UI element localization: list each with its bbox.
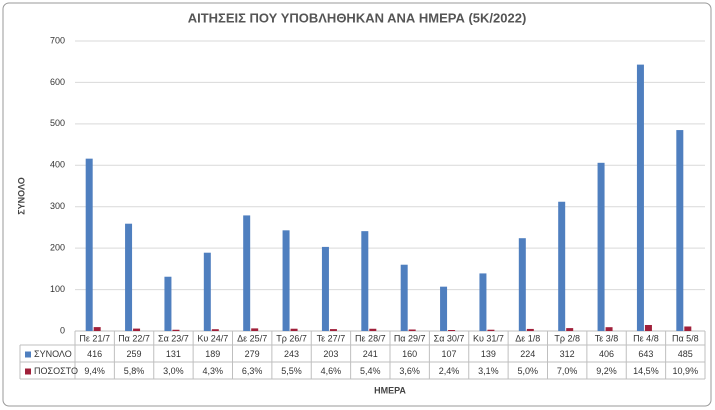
x-tick-label: Κυ 24/7 xyxy=(197,333,228,343)
table-value: 243 xyxy=(284,349,299,359)
bar xyxy=(684,326,692,331)
y-tick-label: 500 xyxy=(50,118,65,128)
table-value: 6,3% xyxy=(242,366,263,376)
legend-label: ΣΥΝΟΛΟ xyxy=(34,349,72,359)
bar xyxy=(361,231,369,331)
legend-key xyxy=(25,368,31,375)
bar xyxy=(85,158,93,331)
x-tick-label: Κυ 31/7 xyxy=(473,333,504,343)
table-value: 139 xyxy=(481,349,496,359)
y-tick-label: 700 xyxy=(50,35,65,45)
x-tick-label: Πα 29/7 xyxy=(394,333,426,343)
table-value: 107 xyxy=(442,349,457,359)
bar xyxy=(290,328,298,331)
bar xyxy=(203,252,211,331)
y-tick-label: 400 xyxy=(50,160,65,170)
table-value: 312 xyxy=(560,349,575,359)
table-value: 4,6% xyxy=(321,366,342,376)
x-tick-label: Τε 27/7 xyxy=(317,333,346,343)
x-tick-label: Πε 28/7 xyxy=(355,333,386,343)
table-value: 259 xyxy=(127,349,142,359)
bar xyxy=(448,330,456,331)
table-value: 10,9% xyxy=(673,366,699,376)
x-tick-label: Τε 3/8 xyxy=(595,333,619,343)
table-value: 189 xyxy=(205,349,220,359)
bar xyxy=(479,273,487,331)
bar xyxy=(526,328,534,331)
bar xyxy=(566,328,574,331)
bar xyxy=(282,230,290,331)
x-tick-label: Τρ 2/8 xyxy=(554,333,580,343)
x-axis-label: ΗΜΕΡΑ xyxy=(374,385,406,395)
table-value: 9,4% xyxy=(84,366,105,376)
table-value: 4,3% xyxy=(203,366,224,376)
bar xyxy=(329,329,337,331)
bar xyxy=(93,327,101,331)
y-tick-label: 300 xyxy=(50,201,65,211)
table-value: 131 xyxy=(166,349,181,359)
table-value: 241 xyxy=(363,349,378,359)
legend-label: ΠΟΣΟΣΤΟ xyxy=(34,366,78,376)
y-tick-label: 0 xyxy=(60,325,65,335)
table-value: 5,4% xyxy=(360,366,381,376)
x-tick-label: Πε 4/8 xyxy=(633,333,659,343)
table-value: 7,0% xyxy=(557,366,578,376)
x-tick-label: Δε 1/8 xyxy=(515,333,540,343)
table-value: 5,8% xyxy=(124,366,145,376)
table-value: 2,4% xyxy=(439,366,460,376)
chart-title: ΑΙΤΗΣΕΙΣ ΠΟΥ ΥΠΟΒΛΗΘΗΚΑΝ ΑΝΑ ΗΜΕΡΑ (5Κ/2… xyxy=(188,10,527,25)
bar xyxy=(251,328,259,331)
bar xyxy=(487,329,495,331)
table-value: 406 xyxy=(599,349,614,359)
x-tick-label: Πα 5/8 xyxy=(672,333,699,343)
x-tick-label: Πα 22/7 xyxy=(118,333,150,343)
y-tick-label: 200 xyxy=(50,243,65,253)
bar xyxy=(644,324,652,331)
bar xyxy=(597,162,605,331)
y-tick-label: 600 xyxy=(50,77,65,87)
bar xyxy=(172,329,180,331)
bar xyxy=(558,201,566,331)
legend-key xyxy=(25,351,31,358)
table-value: 3,1% xyxy=(478,366,499,376)
bar xyxy=(211,329,219,331)
bar xyxy=(321,246,329,331)
bar xyxy=(408,329,416,331)
table-value: 203 xyxy=(323,349,338,359)
table-value: 279 xyxy=(245,349,260,359)
y-tick-label: 100 xyxy=(50,284,65,294)
table-value: 160 xyxy=(402,349,417,359)
x-tick-label: Δε 25/7 xyxy=(237,333,267,343)
table-value: 5,0% xyxy=(518,366,539,376)
x-tick-label: Πε 21/7 xyxy=(79,333,110,343)
bar xyxy=(605,327,613,331)
x-tick-label: Σα 23/7 xyxy=(158,333,189,343)
bar xyxy=(164,276,172,331)
table-value: 485 xyxy=(678,349,693,359)
table-value: 3,0% xyxy=(163,366,184,376)
x-tick-label: Τρ 26/7 xyxy=(276,333,307,343)
x-tick-label: Σα 30/7 xyxy=(434,333,465,343)
table-value: 224 xyxy=(520,349,535,359)
bar xyxy=(636,64,644,331)
table-value: 14,5% xyxy=(633,366,659,376)
bar xyxy=(369,328,377,331)
bar xyxy=(400,264,408,331)
bar xyxy=(440,286,448,331)
table-value: 9,2% xyxy=(596,366,617,376)
bar xyxy=(125,223,133,331)
table-value: 416 xyxy=(87,349,102,359)
bar xyxy=(676,130,684,331)
y-axis-label: ΣΥΝΟΛΟ xyxy=(16,177,26,214)
bar xyxy=(518,238,526,331)
bar xyxy=(133,328,141,331)
table-value: 3,6% xyxy=(399,366,420,376)
bar xyxy=(243,215,251,331)
table-value: 643 xyxy=(638,349,653,359)
table-value: 5,5% xyxy=(281,366,302,376)
